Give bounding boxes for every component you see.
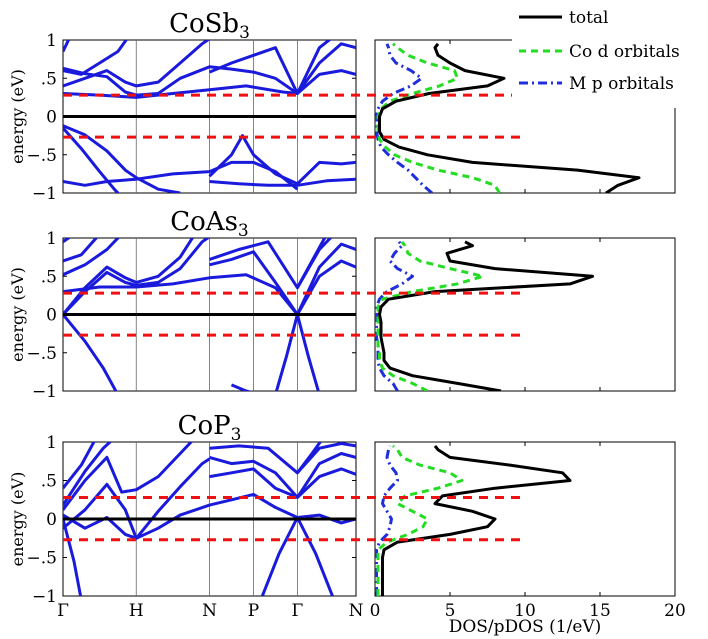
kpoint-label: N xyxy=(202,601,217,621)
dos-curve-total xyxy=(378,240,594,391)
panel-title-base: CoAs xyxy=(170,207,238,237)
panel-title: CoP3 xyxy=(178,411,242,445)
band-line xyxy=(296,40,332,95)
band-line xyxy=(63,127,121,193)
band-line xyxy=(63,518,83,596)
dos-x-axis-label: DOS/pDOS (1/eV) xyxy=(449,617,602,637)
dos-x-tick-label: 15 xyxy=(589,601,611,621)
band-line xyxy=(209,467,356,499)
band-line xyxy=(63,238,72,244)
kpoint-label: N xyxy=(349,601,364,621)
y-tick-label: .5 xyxy=(41,267,57,287)
panel-title-subscript: 3 xyxy=(231,425,242,445)
y-tick-label: −.5 xyxy=(27,344,57,364)
dos-x-tick-label: 10 xyxy=(514,601,536,621)
legend-label: total xyxy=(569,8,608,28)
panel-title: CoSb3 xyxy=(169,9,250,43)
band-line xyxy=(63,124,181,193)
y-tick-label: .5 xyxy=(41,472,57,492)
dos-curve-total xyxy=(378,42,641,193)
dos-curve-m-p xyxy=(375,43,433,193)
band-line xyxy=(63,259,356,316)
band-line xyxy=(63,40,211,88)
legend: total Co d orbitals M p orbitals xyxy=(512,2,704,108)
dos-x-tick-label: 0 xyxy=(370,601,381,621)
band-line xyxy=(63,40,129,76)
band-line xyxy=(63,65,299,97)
dos-curve-m-p xyxy=(375,240,414,391)
band-line xyxy=(63,238,211,316)
kpoint-label: H xyxy=(129,601,144,621)
kpoint-label: Γ xyxy=(292,601,304,621)
y-tick-label: −1 xyxy=(32,184,57,204)
legend-label: Co d orbitals xyxy=(569,42,680,62)
band-line xyxy=(63,69,356,99)
legend-box xyxy=(512,2,704,108)
legend-label: M p orbitals xyxy=(569,74,674,94)
panel-title-subscript: 3 xyxy=(239,23,250,43)
y-tick-label: 1 xyxy=(46,433,57,453)
y-tick-label: −1 xyxy=(32,587,57,607)
y-tick-label: −.5 xyxy=(27,146,57,166)
band-line xyxy=(63,457,211,540)
y-axis-label: energy (eV) xyxy=(8,472,27,567)
band-line xyxy=(209,452,356,499)
band-line xyxy=(209,242,356,316)
y-axis-label: energy (eV) xyxy=(8,69,27,164)
band-lines xyxy=(63,40,356,193)
band-line xyxy=(296,442,323,474)
y-tick-label: 1 xyxy=(46,31,57,51)
panel-1: CoSb3 −1 −.5 0 .5 1 energy (eV) xyxy=(8,9,676,204)
y-tick-label: 1 xyxy=(46,229,57,249)
band-lines xyxy=(63,238,356,391)
band-line xyxy=(63,492,356,540)
kpoint-label: P xyxy=(248,601,259,621)
dos-x-tick-label: 5 xyxy=(445,601,456,621)
y-tick-label: 0 xyxy=(46,108,57,128)
panel-title-base: CoP xyxy=(178,411,231,441)
band-line xyxy=(230,383,253,391)
dos-curve-total xyxy=(381,444,572,596)
y-tick-label: .5 xyxy=(41,69,57,89)
band-line xyxy=(63,442,96,490)
y-tick-label: 0 xyxy=(46,510,57,530)
y-tick-label: 0 xyxy=(46,306,57,326)
band-line xyxy=(208,42,356,95)
band-line xyxy=(63,160,299,191)
dos-curves xyxy=(375,444,572,596)
panel-3: CoP3 −1 −.5 0 .5 1 energy (eV) 0 5 10 15 20 Γ H N P Γ N xyxy=(8,411,686,621)
y-tick-label: −.5 xyxy=(27,549,57,569)
dos-curves xyxy=(375,240,594,391)
panel-title-base: CoSb xyxy=(169,9,239,39)
band-line xyxy=(63,238,195,316)
band-line xyxy=(63,238,99,263)
dos-curve-co-d xyxy=(376,42,501,193)
band-line xyxy=(209,177,356,187)
band-line xyxy=(296,238,327,289)
band-line xyxy=(63,238,121,277)
dos-x-tick-label: 20 xyxy=(664,601,686,621)
band-line xyxy=(63,442,113,506)
dos-curve-co-d xyxy=(376,240,485,391)
band-line xyxy=(63,313,118,391)
kpoint-label: Γ xyxy=(57,601,69,621)
panel-2: CoAs3 −1 −.5 0 .5 1 energy (eV) xyxy=(8,207,676,402)
y-axis-label: energy (eV) xyxy=(8,267,27,362)
panel-title-subscript: 3 xyxy=(238,221,249,241)
band-line xyxy=(63,442,194,511)
band-line xyxy=(63,40,71,53)
dos-curve-m-p xyxy=(375,445,399,596)
band-line xyxy=(209,238,333,290)
dos-curves xyxy=(375,42,641,193)
dos-curve-co-d xyxy=(376,444,464,596)
y-tick-label: −1 xyxy=(32,382,57,402)
panel-title: CoAs3 xyxy=(170,207,249,241)
band-line xyxy=(208,134,356,186)
